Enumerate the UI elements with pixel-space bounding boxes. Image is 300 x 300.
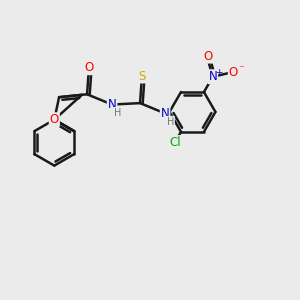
- Text: O: O: [84, 61, 93, 74]
- Text: Cl: Cl: [169, 136, 181, 149]
- Text: O: O: [50, 113, 59, 126]
- Text: +: +: [215, 68, 223, 77]
- Text: H: H: [167, 117, 174, 127]
- Text: O: O: [204, 50, 213, 63]
- Text: H: H: [114, 108, 121, 118]
- Text: N: N: [161, 107, 170, 120]
- Text: O: O: [229, 66, 238, 79]
- Text: N: N: [108, 98, 116, 111]
- Text: ⁻: ⁻: [239, 64, 244, 74]
- Text: S: S: [138, 70, 145, 83]
- Text: N: N: [208, 70, 217, 83]
